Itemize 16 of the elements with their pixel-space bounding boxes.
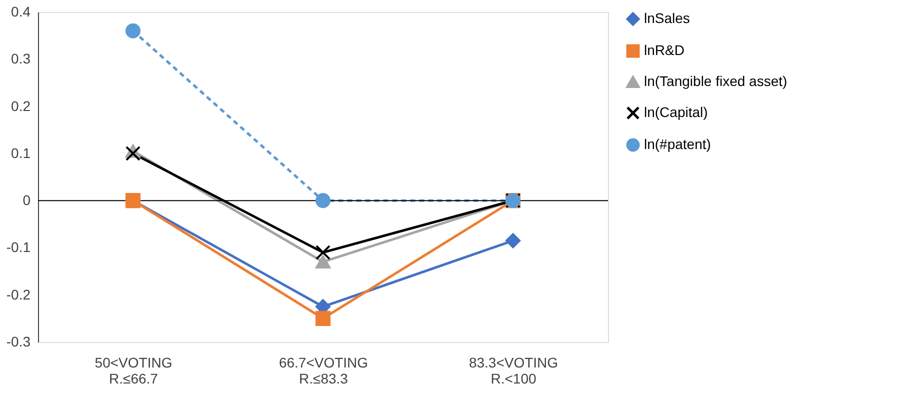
y-tick-label: -0.2 (6, 286, 31, 302)
legend-label: ln(Capital) (644, 104, 708, 120)
legend-label: ln(Tangible fixed asset) (644, 73, 788, 89)
y-tick-label: 0 (22, 192, 31, 208)
y-tick-label: 0.3 (11, 50, 31, 67)
y-tick-label: -0.1 (6, 239, 31, 256)
legend-label: lnSales (644, 10, 690, 26)
y-tick-label: 0.2 (11, 98, 31, 114)
y-tick-label: -0.3 (6, 334, 31, 350)
y-tick-label: 0.4 (11, 4, 31, 20)
legend-label: lnR&D (644, 42, 684, 58)
x-tick-label: 50<VOTING R.≤66.7 (94, 354, 172, 386)
x-tick-label: 66.7<VOTING R.≤83.3 (278, 354, 368, 386)
y-tick-label: 0.1 (11, 144, 31, 161)
x-tick-label: 83.3<VOTING R.<100 (468, 354, 558, 386)
legend-label: ln(#patent) (644, 136, 711, 152)
